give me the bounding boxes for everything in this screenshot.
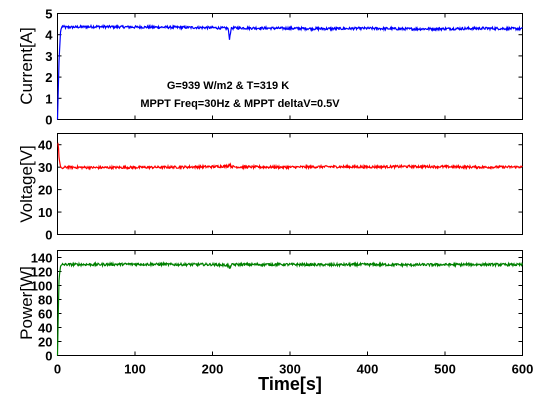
current-y-tick-label: 5	[45, 7, 52, 22]
power-y-tick-label: 80	[38, 293, 52, 308]
power-y-tick-label: 60	[38, 307, 52, 322]
current-y-tick-label: 1	[45, 91, 52, 106]
time-x-ticks: 0 100 200 300 400 500 600	[54, 362, 533, 377]
time-x-tick-label: 600	[512, 362, 534, 377]
current-y-tick-label: 3	[45, 49, 52, 64]
voltage-plot-frame	[57, 133, 523, 235]
mppt-annotation: MPPT Freq=30Hz & MPPT deltaV=0.5V	[140, 98, 340, 110]
current-y-tick-label: 4	[45, 28, 53, 43]
power-y-tick-label: 100	[31, 279, 53, 294]
current-y-tick-label: 0	[45, 113, 52, 128]
power-y-tick-label: 120	[31, 265, 53, 280]
power-plot-frame	[57, 250, 523, 356]
voltage-series-line	[57, 142, 523, 171]
power-y-tick-label: 20	[38, 335, 52, 350]
current-y-axis-label: Current[A]	[17, 27, 36, 104]
current-series-line	[56, 23, 523, 120]
current-y-tick-label: 2	[45, 70, 52, 85]
conditions-annotation: G=939 W/m2 & T=319 K	[167, 80, 289, 92]
voltage-ticks: 0 10 20 30 40	[38, 133, 523, 243]
voltage-y-tick-label: 40	[38, 138, 52, 153]
time-x-tick-label: 400	[357, 362, 379, 377]
voltage-y-tick-label: 10	[38, 205, 52, 220]
current-ticks: 0 1 2 3 4 5	[45, 7, 523, 128]
time-x-tick-label: 300	[279, 362, 301, 377]
time-x-tick-label: 500	[434, 362, 456, 377]
voltage-y-tick-label: 30	[38, 160, 52, 175]
time-x-tick-label: 100	[124, 362, 146, 377]
current-panel: 0 1 2 3 4 5 Current[A] G=939 W/m2 & T=319 K M…	[17, 7, 523, 128]
time-x-tick-label: 0	[54, 362, 61, 377]
time-x-tick-label: 200	[202, 362, 224, 377]
voltage-y-axis-label: Voltage[V]	[17, 145, 36, 223]
power-y-tick-label: 140	[31, 251, 53, 266]
voltage-y-tick-label: 20	[38, 183, 52, 198]
power-y-tick-label: 0	[45, 349, 52, 364]
time-x-axis-label: Time[s]	[258, 374, 322, 394]
power-y-tick-label: 40	[38, 321, 52, 336]
power-series-line	[56, 260, 524, 356]
voltage-y-tick-label: 0	[45, 228, 52, 243]
power-y-axis-label: Power[W]	[17, 266, 36, 340]
voltage-panel: 0 10 20 30 40 Voltage[V]	[17, 133, 523, 243]
